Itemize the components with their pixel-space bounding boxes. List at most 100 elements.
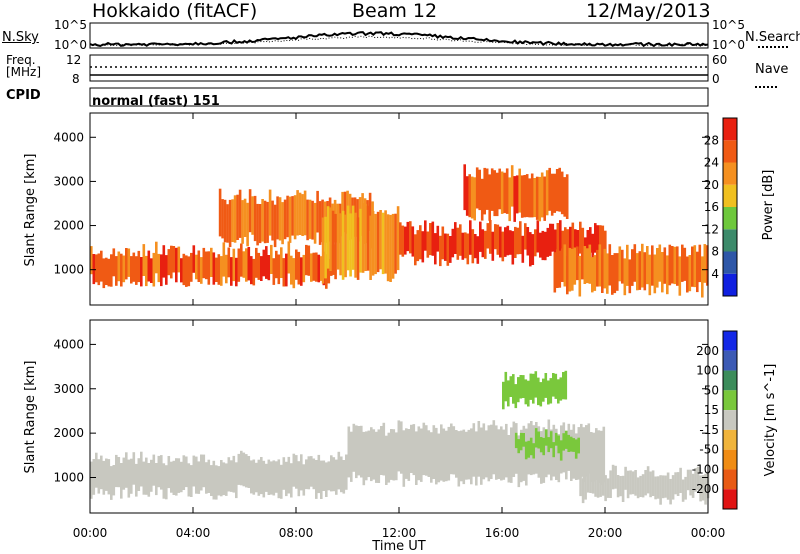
power-cell [558, 167, 561, 212]
power-cell [521, 235, 525, 263]
power-cell [436, 225, 440, 252]
power-cell [566, 255, 569, 295]
power-cell [233, 195, 237, 243]
velocity-colorbar-segment [723, 449, 737, 470]
velocity-cell [507, 435, 511, 483]
velocity-cell [442, 428, 446, 482]
velocity-cell [666, 472, 670, 500]
velocity-cell [616, 475, 620, 498]
power-cell [568, 247, 572, 292]
power-cell [295, 249, 298, 280]
power-cell [651, 245, 654, 286]
nsky-tick-bottom: 10^0 [54, 38, 87, 52]
nsky-tick-top: 10^5 [54, 18, 87, 32]
power-cell [444, 233, 447, 261]
power-cell [212, 252, 216, 285]
power-cell [569, 226, 572, 255]
velocity-cell [542, 437, 545, 456]
velocity-cell [382, 422, 386, 476]
power-cell [334, 213, 337, 280]
power-cell [540, 172, 544, 218]
power-cell [386, 214, 390, 282]
y-tick-label: 2000 [53, 426, 84, 440]
velocity-cell [550, 429, 553, 481]
power-cell [266, 201, 269, 243]
power-cell [604, 230, 607, 257]
velocity-cell [307, 456, 311, 490]
velocity-cell [480, 427, 483, 485]
velocity-cell [285, 461, 288, 497]
velocity-cell [569, 436, 573, 452]
power-cell [241, 200, 244, 244]
velocity-cell [140, 451, 143, 487]
power-cell [317, 254, 321, 283]
velocity-cell [212, 460, 216, 500]
power-cell [434, 233, 437, 265]
velocity-cell [135, 463, 138, 497]
velocity-cell [641, 474, 645, 498]
power-cell [252, 258, 256, 286]
power-cell [381, 212, 385, 275]
power-cell [556, 223, 560, 252]
power-cell [145, 255, 148, 287]
velocity-cell [606, 478, 610, 498]
power-cell [267, 255, 271, 281]
power-cell [506, 225, 510, 256]
power-cell [132, 252, 136, 282]
velocity-cell [127, 459, 131, 498]
power-cell [603, 248, 607, 289]
power-cell [200, 257, 203, 284]
power-cell [256, 203, 259, 246]
power-cell [508, 177, 511, 222]
velocity-colorbar-tick: 50 [704, 383, 719, 397]
power-cell [688, 255, 692, 292]
power-cell [107, 258, 111, 287]
power-cell [666, 255, 669, 295]
velocity-cell [197, 461, 201, 494]
power-colorbar-label: Power [dB] [761, 170, 776, 241]
velocity-cell [564, 430, 568, 449]
velocity-cell [102, 460, 106, 495]
power-cell [663, 247, 667, 284]
velocity-cell [465, 431, 468, 480]
velocity-cell [90, 461, 93, 499]
power-cell [698, 244, 702, 283]
velocity-cell [260, 457, 263, 495]
velocity-cell [549, 378, 553, 404]
power-cell [261, 199, 264, 242]
power-cell [210, 247, 213, 277]
power-cell [503, 172, 506, 214]
power-cell [524, 223, 527, 250]
power-cell [369, 215, 372, 280]
velocity-cell [380, 426, 383, 475]
velocity-cell [681, 479, 685, 502]
power-cell [519, 221, 522, 255]
power-cell [222, 242, 226, 277]
velocity-colorbar-segment [723, 429, 737, 450]
power-cell [339, 213, 342, 276]
velocity-colorbar-segment [723, 469, 737, 490]
velocity-cell [586, 470, 590, 493]
power-cell [561, 230, 565, 262]
power-cell [556, 249, 559, 288]
velocity-colorbar-tick: 100 [696, 364, 719, 378]
power-cell [248, 189, 252, 233]
power-cell [598, 244, 602, 287]
velocity-cell [215, 465, 218, 500]
velocity-cell [547, 437, 550, 453]
power-cell [706, 245, 709, 286]
velocity-colorbar-tick: -200 [692, 482, 719, 496]
velocity-colorbar-segment [723, 370, 737, 391]
power-cell [480, 178, 484, 221]
velocity-cell [372, 429, 376, 480]
power-cell [217, 254, 221, 285]
velocity-cell [405, 428, 408, 479]
power-cell [586, 248, 589, 284]
velocity-cell [392, 429, 396, 481]
velocity-cell [704, 473, 707, 505]
velocity-cell [487, 425, 491, 482]
velocity-cell [562, 372, 565, 400]
power-region [399, 220, 607, 267]
velocity-cell [514, 384, 518, 409]
power-cell [491, 231, 495, 261]
